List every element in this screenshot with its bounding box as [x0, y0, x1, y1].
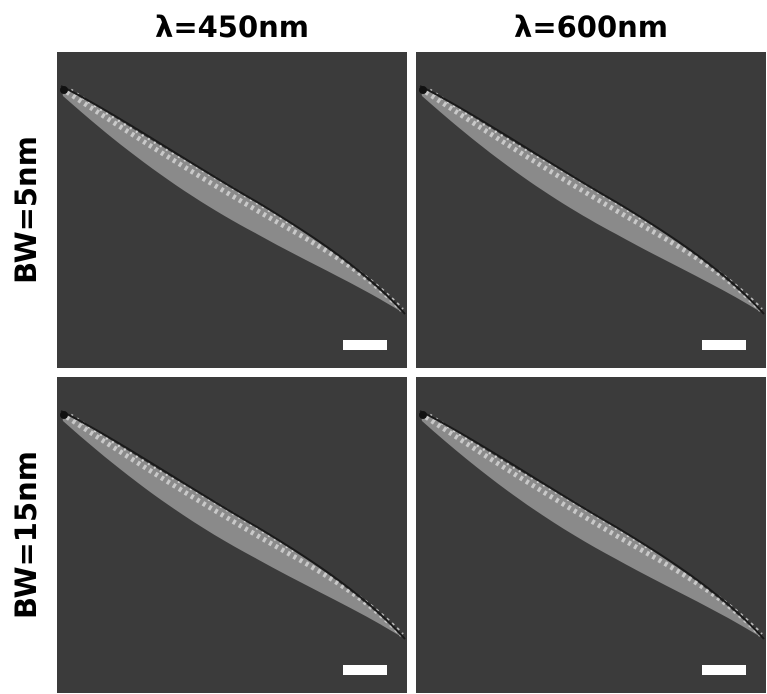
- row-label: BW=15nm: [9, 451, 43, 619]
- page: {"columns": ["λ=450nm", "λ=600nm"], "row…: [0, 0, 767, 694]
- image-panel: [416, 377, 766, 693]
- image-panel: [416, 52, 766, 368]
- figure: λ=450nm λ=600nm BW=5nm BW=15nm: [0, 0, 767, 694]
- panel-grid: [57, 52, 766, 693]
- image-panel: [57, 377, 407, 693]
- column-label: λ=450nm: [155, 10, 309, 44]
- image-panel: [57, 52, 407, 368]
- row-label: BW=5nm: [9, 136, 43, 284]
- column-label: λ=600nm: [514, 10, 668, 44]
